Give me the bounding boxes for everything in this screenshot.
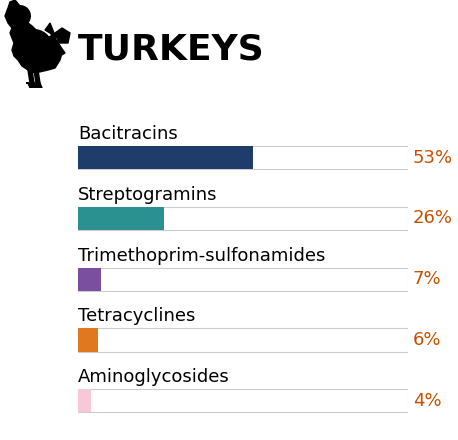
- Polygon shape: [28, 70, 34, 83]
- Polygon shape: [34, 70, 40, 83]
- Text: Aminoglycosides: Aminoglycosides: [78, 368, 229, 386]
- Text: Tetracyclines: Tetracyclines: [78, 308, 195, 326]
- Polygon shape: [26, 83, 36, 88]
- FancyBboxPatch shape: [78, 207, 408, 230]
- Text: 4%: 4%: [413, 392, 441, 410]
- Text: TURKEYS: TURKEYS: [78, 33, 265, 67]
- Polygon shape: [5, 0, 62, 73]
- FancyBboxPatch shape: [78, 207, 164, 230]
- FancyBboxPatch shape: [78, 389, 408, 412]
- FancyBboxPatch shape: [78, 268, 101, 291]
- Text: 26%: 26%: [413, 209, 453, 227]
- Text: Bacitracins: Bacitracins: [78, 125, 178, 143]
- FancyBboxPatch shape: [78, 268, 408, 291]
- Ellipse shape: [16, 29, 54, 71]
- Text: 6%: 6%: [413, 331, 441, 349]
- Polygon shape: [32, 83, 42, 88]
- Text: 7%: 7%: [413, 270, 441, 288]
- Text: Streptogramins: Streptogramins: [78, 186, 218, 204]
- Polygon shape: [48, 28, 70, 56]
- FancyBboxPatch shape: [78, 389, 91, 412]
- FancyBboxPatch shape: [78, 146, 253, 169]
- Text: 53%: 53%: [413, 149, 453, 167]
- Polygon shape: [16, 26, 28, 48]
- Circle shape: [9, 5, 31, 27]
- FancyBboxPatch shape: [78, 328, 408, 352]
- Text: Trimethoprim-sulfonamides: Trimethoprim-sulfonamides: [78, 246, 325, 264]
- FancyBboxPatch shape: [78, 328, 98, 352]
- FancyBboxPatch shape: [78, 146, 408, 169]
